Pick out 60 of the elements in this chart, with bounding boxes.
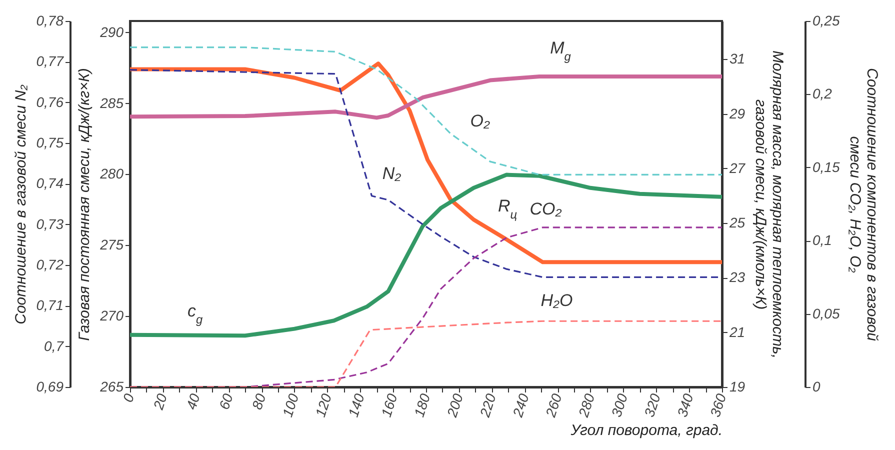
- series-label: c$_{g}$: [188, 302, 204, 327]
- y2-axis-title: Молярная масса, молярная теплоемкость, газовой смеси, кДж/(кмоль×К): [752, 50, 786, 359]
- series-label: O₂: [470, 112, 490, 131]
- series-label: M$_{g}$: [550, 38, 572, 64]
- series-label: H₂O: [540, 291, 573, 310]
- y2-tick-label: 21: [728, 324, 746, 340]
- x-tick-label: 80: [248, 392, 269, 412]
- y-tick-label: 285: [99, 94, 124, 111]
- y-tick-label: 0,2: [812, 86, 832, 102]
- y-tick-label: 0,1: [812, 232, 832, 248]
- x-tick-label: 260: [542, 392, 565, 420]
- x-tick-label: 20: [150, 392, 170, 412]
- x-tick-label: 140: [344, 392, 368, 419]
- x-tick-label: 280: [574, 392, 598, 420]
- y3-tick-label: 0,78: [36, 12, 64, 28]
- series-label: R$_{ц}$: [498, 196, 518, 222]
- y3-tick-label: 0,77: [36, 53, 65, 70]
- y2-tick-label: 19: [730, 378, 746, 394]
- y3-tick-label: 0,76: [36, 94, 64, 110]
- x-axis-title: Угол поворота, град.: [570, 422, 722, 439]
- x-tick-label: 300: [608, 392, 631, 419]
- y-tick-label: 265: [99, 378, 124, 394]
- x-tick-label: 40: [182, 392, 203, 412]
- y-tick-label: 0: [812, 378, 820, 394]
- y3-tick-label: 0,72: [36, 256, 64, 272]
- y3-tick-label: 0,7: [44, 338, 65, 354]
- y-tick-label: 280: [99, 166, 124, 182]
- y3-tick-label: 0,75: [36, 134, 64, 150]
- y2-tick-label: 27: [728, 160, 746, 176]
- y3-tick-label: 0,71: [36, 297, 64, 314]
- y3-tick-label: 0,74: [36, 175, 64, 192]
- x-tick-label: 360: [706, 392, 730, 419]
- y3-tick-label: 0,69: [36, 378, 64, 394]
- x-tick-label: 180: [410, 392, 434, 419]
- x-tick-label: 100: [279, 392, 302, 419]
- x-tick-label: 120: [312, 392, 335, 419]
- y-tick-label: 0,05: [812, 305, 840, 322]
- y3-tick-label: 0,73: [36, 216, 64, 232]
- y2-tick-label: 29: [728, 105, 746, 122]
- y-tick-label: 290: [99, 24, 124, 40]
- y-axis-title: Соотношение компонентов в газовой смеси CO₂, H₂O, O₂: [846, 68, 881, 342]
- y3-axis-title: Соотношение в газовой смеси N₂: [12, 84, 30, 324]
- y2-tick-label: 31: [730, 50, 746, 67]
- series-label: CO₂: [530, 199, 562, 218]
- y2-tick-label: 23: [728, 269, 746, 286]
- y-tick-label: 275: [99, 236, 124, 253]
- series-label: N₂: [382, 164, 402, 183]
- x-tick-label: 0: [120, 392, 138, 404]
- y-tick-label: 0,25: [812, 12, 840, 28]
- x-tick-label: 160: [378, 392, 400, 419]
- y-tick-label: 0,15: [812, 158, 840, 175]
- y-tick-label: 270: [99, 308, 124, 324]
- x-tick-label: 320: [640, 392, 664, 419]
- x-tick-label: 200: [443, 392, 466, 420]
- y2-tick-label: 25: [728, 214, 746, 231]
- x-tick-label: 220: [476, 392, 499, 420]
- x-tick-label: 60: [216, 392, 236, 412]
- y-axis-title: Газовая постоянная смеси, кДж/(кг×К): [76, 68, 94, 341]
- x-tick-label: 340: [674, 392, 696, 419]
- x-tick-label: 240: [509, 392, 532, 420]
